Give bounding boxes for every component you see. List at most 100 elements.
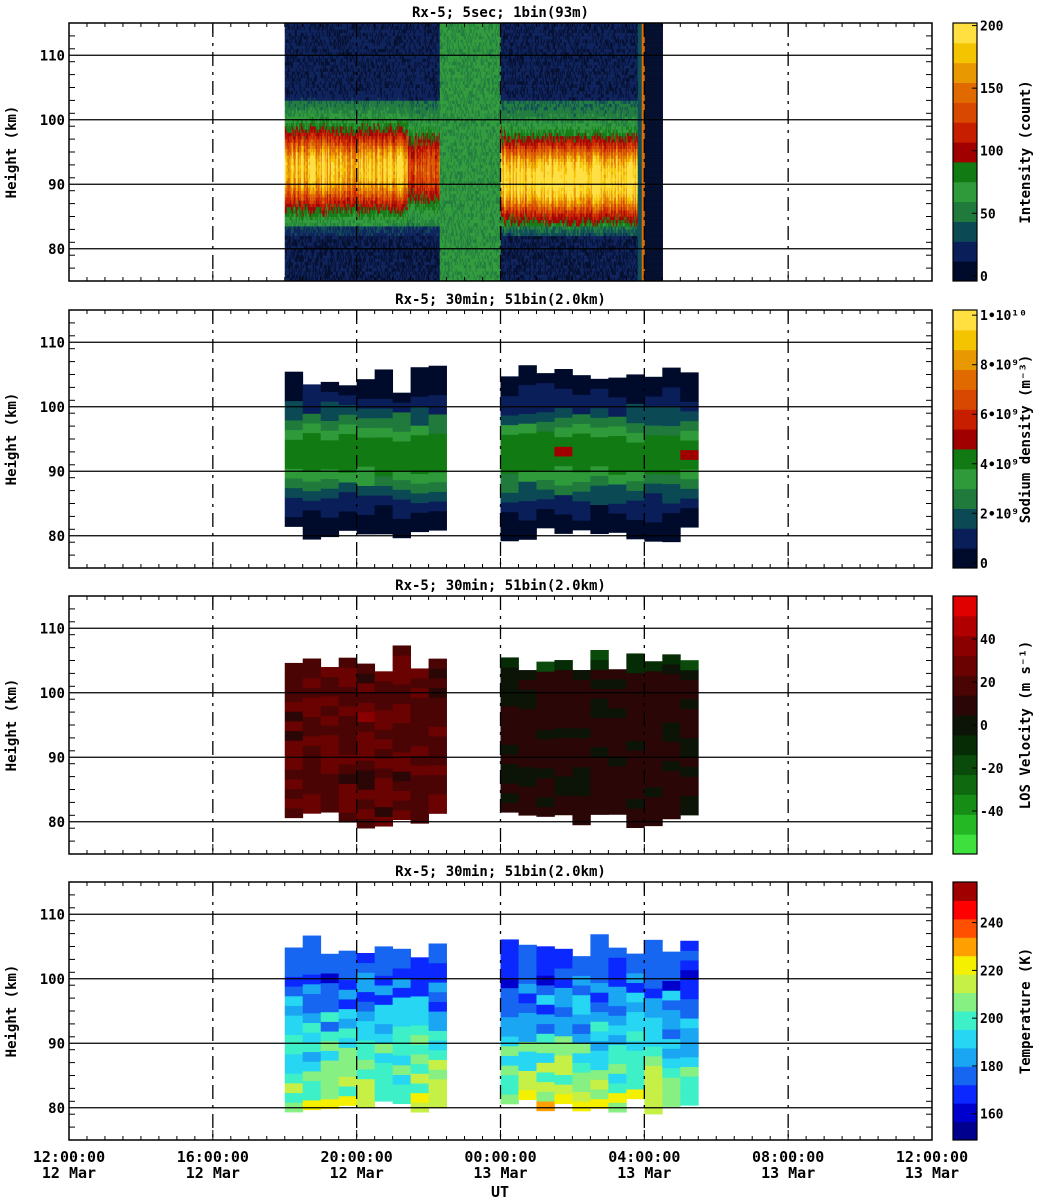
intensity-cell [285, 155, 287, 159]
intensity-cell [320, 132, 322, 137]
intensity-cell [304, 97, 306, 101]
intensity-cell [316, 32, 318, 37]
intensity-cell [319, 52, 321, 56]
intensity-cell [288, 135, 290, 140]
intensity-cell [305, 142, 307, 146]
intensity-cell [306, 139, 308, 143]
intensity-cell [309, 39, 311, 43]
intensity-cell [300, 100, 302, 104]
intensity-cell [309, 135, 311, 140]
intensity-cell [298, 110, 300, 114]
intensity-cell [309, 242, 311, 246]
intensity-cell [286, 39, 288, 43]
intensity-cell [314, 200, 316, 204]
intensity-cell [304, 23, 306, 27]
intensity-cell [319, 64, 321, 69]
intensity-cell [314, 129, 316, 133]
intensity-cell [298, 106, 300, 111]
intensity-cell [304, 135, 306, 140]
intensity-cell [314, 155, 316, 159]
intensity-cell [320, 190, 322, 195]
intensity-cell [298, 45, 300, 50]
intensity-cell [313, 132, 315, 137]
intensity-cell [293, 97, 295, 101]
intensity-cell [309, 229, 311, 233]
intensity-cell [304, 242, 306, 246]
intensity-cell [311, 174, 313, 179]
intensity-cell [296, 155, 298, 159]
intensity-cell [313, 81, 315, 85]
intensity-cell [311, 48, 313, 53]
intensity-cell [318, 100, 320, 104]
intensity-cell [312, 84, 314, 88]
intensity-cell [285, 232, 287, 237]
intensity-cell [307, 255, 309, 259]
intensity-cell [310, 71, 312, 75]
intensity-cell [316, 103, 318, 108]
intensity-cell [300, 164, 302, 169]
intensity-cell [289, 110, 291, 114]
intensity-cell [299, 158, 301, 162]
intensity-cell [288, 113, 290, 117]
intensity-cell [317, 277, 319, 281]
intensity-cell [285, 55, 287, 59]
intensity-cell [321, 187, 323, 191]
intensity-cell [321, 206, 323, 211]
intensity-cell [318, 119, 320, 124]
intensity-cell [284, 23, 286, 27]
intensity-cell [299, 129, 301, 133]
intensity-cell [299, 203, 301, 208]
intensity-cell [291, 171, 293, 175]
intensity-cell [309, 268, 311, 272]
intensity-cell [294, 222, 296, 227]
intensity-cell [285, 132, 287, 137]
intensity-cell [293, 197, 295, 201]
intensity-cell [290, 219, 292, 224]
intensity-cell [289, 145, 291, 150]
intensity-cell [310, 58, 312, 62]
intensity-cell [293, 203, 295, 208]
intensity-cell [291, 197, 293, 201]
intensity-cell [285, 35, 287, 40]
intensity-cell [303, 226, 305, 230]
intensity-cell [317, 206, 319, 211]
intensity-cell [303, 258, 305, 262]
intensity-cell [314, 68, 316, 72]
intensity-cell [299, 152, 301, 156]
intensity-cell [319, 84, 321, 88]
intensity-cell [305, 210, 307, 214]
intensity-cell [311, 145, 313, 150]
intensity-cell [301, 61, 303, 66]
intensity-cell [307, 264, 309, 269]
intensity-cell [303, 148, 305, 153]
intensity-cell [315, 116, 317, 121]
intensity-cell [317, 42, 319, 46]
intensity-cell [308, 87, 310, 92]
intensity-cell [321, 264, 323, 269]
intensity-cell [294, 181, 296, 185]
intensity-cell [291, 81, 293, 85]
intensity-cell [298, 261, 300, 266]
intensity-cell [296, 261, 298, 266]
intensity-cell [290, 190, 292, 195]
intensity-cell [307, 216, 309, 221]
intensity-cell [290, 84, 292, 88]
intensity-cell [310, 32, 312, 37]
intensity-cell [287, 274, 289, 279]
intensity-cell [313, 148, 315, 153]
intensity-cell [307, 106, 309, 111]
intensity-cell [303, 216, 305, 221]
intensity-cell [321, 197, 323, 201]
intensity-cell [313, 52, 315, 56]
intensity-cell [295, 277, 297, 281]
intensity-cell [303, 264, 305, 269]
intensity-cell [297, 84, 299, 88]
intensity-cell [290, 113, 292, 117]
intensity-cell [287, 106, 289, 111]
intensity-cell [305, 203, 307, 208]
intensity-cell [298, 193, 300, 198]
intensity-cell [294, 216, 296, 221]
intensity-cell [302, 174, 304, 179]
intensity-cell [321, 268, 323, 272]
intensity-cell [311, 55, 313, 59]
